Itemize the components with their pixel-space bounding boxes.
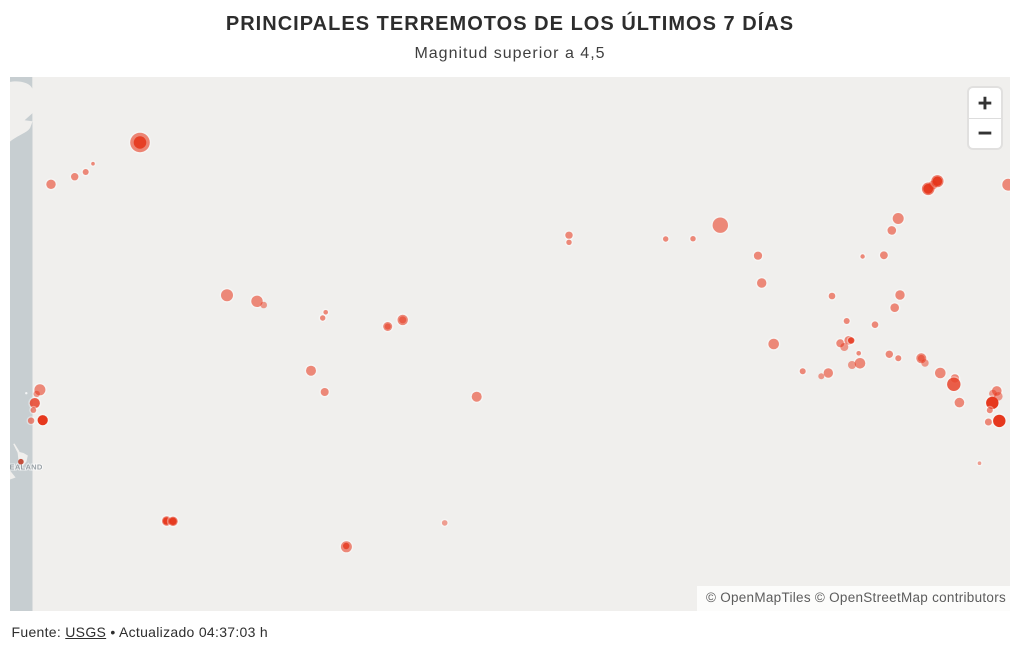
- svg-text:EALAND: EALAND: [10, 463, 43, 472]
